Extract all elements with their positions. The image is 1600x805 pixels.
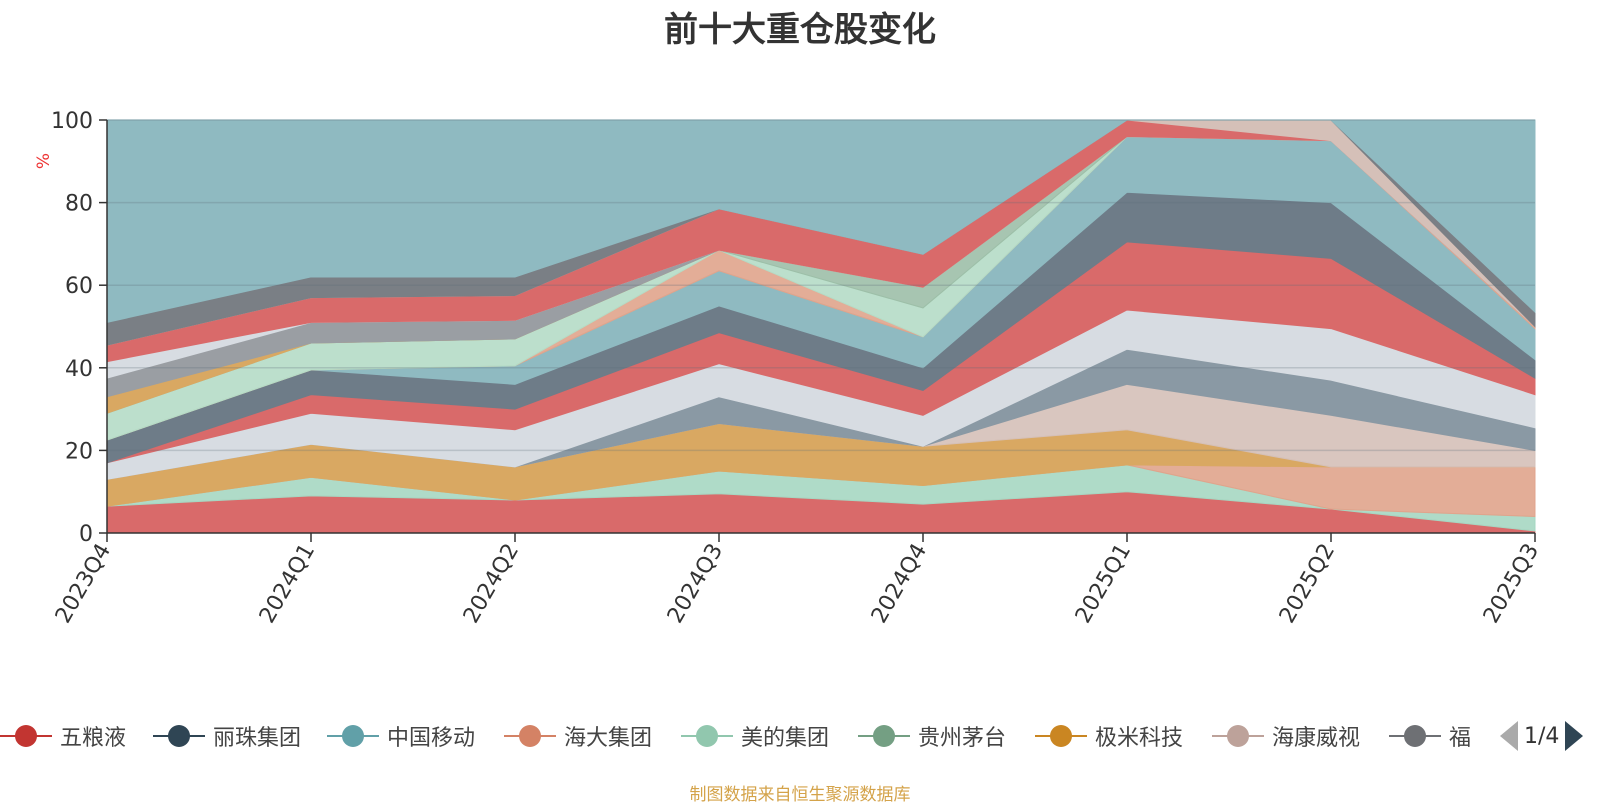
y-tick-label-60: 60 bbox=[65, 274, 93, 299]
legend-item-2[interactable]: 丽珠集团 bbox=[153, 718, 301, 754]
y-tick-label-80: 80 bbox=[65, 192, 93, 217]
legend-item-4[interactable]: 海大集团 bbox=[504, 718, 652, 754]
source-note: 制图数据来自恒生聚源数据库 bbox=[689, 785, 911, 805]
legend-marker-icon bbox=[504, 725, 556, 747]
y-axis-unit: % bbox=[34, 153, 54, 169]
x-tick-label-2024Q2: 2024Q2 bbox=[459, 540, 524, 628]
legend-marker-icon bbox=[1389, 725, 1441, 747]
legend-item-6[interactable]: 贵州茅台 bbox=[858, 718, 1006, 754]
legend-label: 丽珠集团 bbox=[213, 726, 302, 751]
legend-marker-icon bbox=[153, 725, 205, 747]
legend-item-9[interactable]: 福 bbox=[1389, 718, 1471, 754]
area-series-group bbox=[106, 119, 1536, 534]
legend-pager: 1/4 bbox=[1500, 716, 1584, 756]
y-tick-label-100: 100 bbox=[51, 109, 93, 134]
legend-label: 美的集团 bbox=[741, 726, 830, 751]
legend-marker-icon bbox=[327, 725, 379, 747]
chart-title: 前十大重仓股变化 bbox=[664, 10, 936, 50]
legend-item-5[interactable]: 美的集团 bbox=[681, 718, 829, 754]
legend-item-1[interactable]: 五粮液 bbox=[0, 718, 126, 754]
legend-label: 五粮液 bbox=[60, 726, 127, 751]
legend: 五粮液 丽珠集团 中国移动 海大集团 美的集团 贵州茅台 极米科技 海康威视 福 bbox=[0, 700, 1480, 770]
legend-marker-icon bbox=[1212, 725, 1264, 747]
x-tick-label-2025Q2: 2025Q2 bbox=[1275, 540, 1340, 628]
legend-label: 中国移动 bbox=[387, 726, 476, 751]
legend-label: 海康威视 bbox=[1272, 726, 1361, 751]
grid-lines bbox=[107, 119, 1535, 452]
x-tick-label-2024Q1: 2024Q1 bbox=[255, 540, 320, 628]
legend-item-7[interactable]: 极米科技 bbox=[1035, 718, 1183, 754]
legend-label: 极米科技 bbox=[1095, 726, 1184, 751]
legend-marker-icon bbox=[0, 725, 52, 747]
x-tick-label-2024Q3: 2024Q3 bbox=[663, 540, 728, 628]
legend-marker-icon bbox=[681, 725, 733, 747]
legend-label: 海大集团 bbox=[564, 726, 653, 751]
legend-label: 贵州茅台 bbox=[918, 726, 1007, 751]
x-tick-label-2025Q3: 2025Q3 bbox=[1479, 540, 1544, 628]
legend-label: 福 bbox=[1449, 726, 1472, 751]
legend-item-3[interactable]: 中国移动 bbox=[327, 718, 475, 754]
legend-item-8[interactable]: 海康威视 bbox=[1212, 718, 1360, 754]
legend-marker-icon bbox=[1035, 725, 1087, 747]
legend-marker-icon bbox=[858, 725, 910, 747]
x-tick-label-2024Q4: 2024Q4 bbox=[867, 540, 932, 628]
x-tick-label-2025Q1: 2025Q1 bbox=[1071, 540, 1136, 628]
legend-prev-page-icon[interactable] bbox=[1500, 721, 1518, 751]
y-tick-label-20: 20 bbox=[65, 439, 93, 464]
y-tick-label-40: 40 bbox=[65, 357, 93, 382]
x-tick-label-2023Q4: 2023Q4 bbox=[51, 540, 116, 628]
area-band-20 bbox=[106, 119, 1536, 323]
legend-next-page-icon[interactable] bbox=[1565, 721, 1584, 751]
y-tick-label-0: 0 bbox=[79, 522, 93, 547]
legend-page-indicator: 1/4 bbox=[1524, 723, 1560, 749]
